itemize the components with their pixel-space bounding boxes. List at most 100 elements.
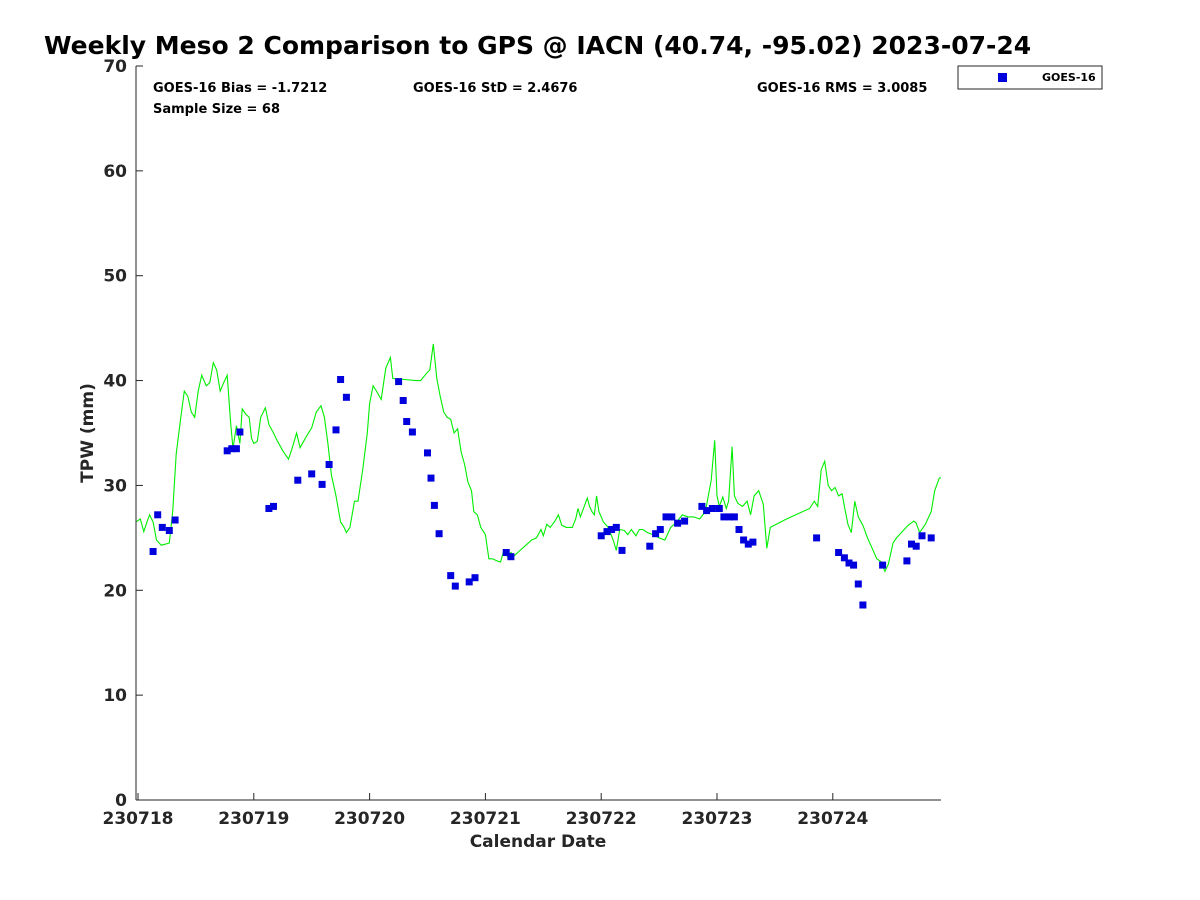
goes-point: [318, 480, 326, 488]
goes-point: [879, 561, 887, 569]
goes-point: [708, 505, 716, 512]
chart-title: Weekly Meso 2 Comparison to GPS @ IACN (…: [44, 31, 1031, 60]
goes-point: [715, 505, 723, 512]
goes-point: [403, 418, 411, 425]
goes-point: [859, 601, 867, 609]
goes-point: [223, 447, 231, 455]
goes-point: [158, 523, 166, 531]
goes-point: [612, 523, 620, 531]
goes-point: [294, 476, 302, 484]
goes-point: [681, 517, 689, 525]
plot-area: [136, 66, 941, 800]
goes-point: [703, 507, 711, 515]
x-tick-label: 230719: [218, 809, 289, 829]
x-tick-label: 230723: [682, 809, 753, 829]
goes-point: [835, 549, 843, 556]
goes-point: [332, 426, 340, 434]
goes-point: [652, 530, 660, 538]
goes-point: [408, 428, 416, 436]
goes-point: [720, 513, 728, 521]
y-tick-label: 0: [115, 791, 127, 811]
goes-point: [662, 513, 670, 521]
x-tick-label: 230724: [797, 809, 868, 829]
gps-series: [136, 343, 941, 573]
y-tick-label: 30: [103, 476, 127, 496]
goes-point: [502, 549, 510, 556]
goes-point: [603, 528, 611, 536]
x-tick-label: 230722: [566, 809, 637, 829]
goes-point: [726, 513, 734, 521]
goes-point: [265, 505, 273, 512]
goes-point: [236, 428, 244, 436]
goes-point: [912, 542, 920, 550]
legend-box: [957, 65, 1103, 90]
goes-point: [749, 538, 757, 546]
goes-point: [270, 502, 277, 510]
goes-point: [507, 553, 515, 561]
goes-point: [325, 461, 333, 468]
std-stat: GOES-16 StD = 2.4676: [413, 81, 577, 96]
goes-point: [854, 580, 862, 588]
goes-point: [232, 445, 240, 453]
bias-stat: GOES-16 Bias = -1.7212: [153, 81, 327, 96]
goes-point: [427, 474, 435, 482]
goes-point: [447, 572, 455, 580]
goes-point: [845, 559, 853, 567]
legend: GOES-16: [957, 65, 1103, 90]
legend-marker: [998, 73, 1007, 82]
goes-point: [608, 526, 616, 533]
goes-point: [735, 526, 743, 533]
goes-point: [618, 546, 626, 554]
axes: 0 10 20 30 40 50 60 70 230718 230719 230720 230721 2…: [103, 57, 941, 829]
goes-point: [698, 502, 706, 510]
goes-point: [668, 513, 676, 521]
goes-point: [730, 513, 738, 521]
x-axis-label: Calendar Date: [470, 832, 607, 852]
goes-point: [918, 532, 926, 540]
x-tick-label: 230721: [450, 809, 521, 829]
goes-point: [465, 578, 473, 586]
goes-point: [674, 519, 682, 527]
legend-label: GOES-16: [1042, 71, 1096, 84]
y-tick-label: 40: [103, 372, 127, 392]
x-tick-label: 230718: [103, 809, 174, 829]
goes-point: [435, 530, 443, 538]
y-tick-label: 50: [103, 267, 127, 287]
goes-point: [165, 527, 173, 534]
goes-point: [646, 542, 654, 550]
sample-size-stat: Sample Size = 68: [153, 102, 280, 117]
goes-point: [430, 501, 438, 509]
goes-point: [451, 582, 459, 590]
goes-point: [813, 534, 821, 542]
y-tick-label: 20: [103, 581, 127, 601]
goes-point: [597, 532, 605, 540]
goes-point: [424, 449, 431, 457]
x-tick-label: 230720: [334, 809, 405, 829]
goes-point: [154, 511, 162, 519]
goes-point: [903, 557, 911, 565]
goes-point: [337, 376, 345, 383]
y-tick-label: 10: [103, 686, 127, 706]
gps-line: [136, 343, 941, 573]
goes-point: [399, 397, 407, 404]
y-tick-label: 60: [103, 162, 127, 182]
goes-point: [342, 393, 350, 401]
goes-point: [927, 534, 935, 542]
goes-point: [850, 561, 858, 569]
goes-point: [149, 548, 157, 555]
y-axis-label: TPW (mm): [78, 383, 98, 483]
goes-point: [228, 445, 236, 453]
goes-point: [840, 554, 848, 562]
goes-point: [308, 470, 316, 478]
goes-point: [908, 540, 915, 548]
goes-point: [740, 536, 748, 544]
rms-stat: GOES-16 RMS = 3.0085: [757, 81, 927, 96]
goes-point: [656, 526, 664, 533]
goes-point: [471, 574, 479, 582]
goes-point: [395, 378, 403, 386]
goes-point: [171, 516, 179, 524]
goes-point: [744, 540, 752, 548]
y-tick-label: 70: [103, 57, 127, 77]
goes-series: [149, 376, 935, 609]
